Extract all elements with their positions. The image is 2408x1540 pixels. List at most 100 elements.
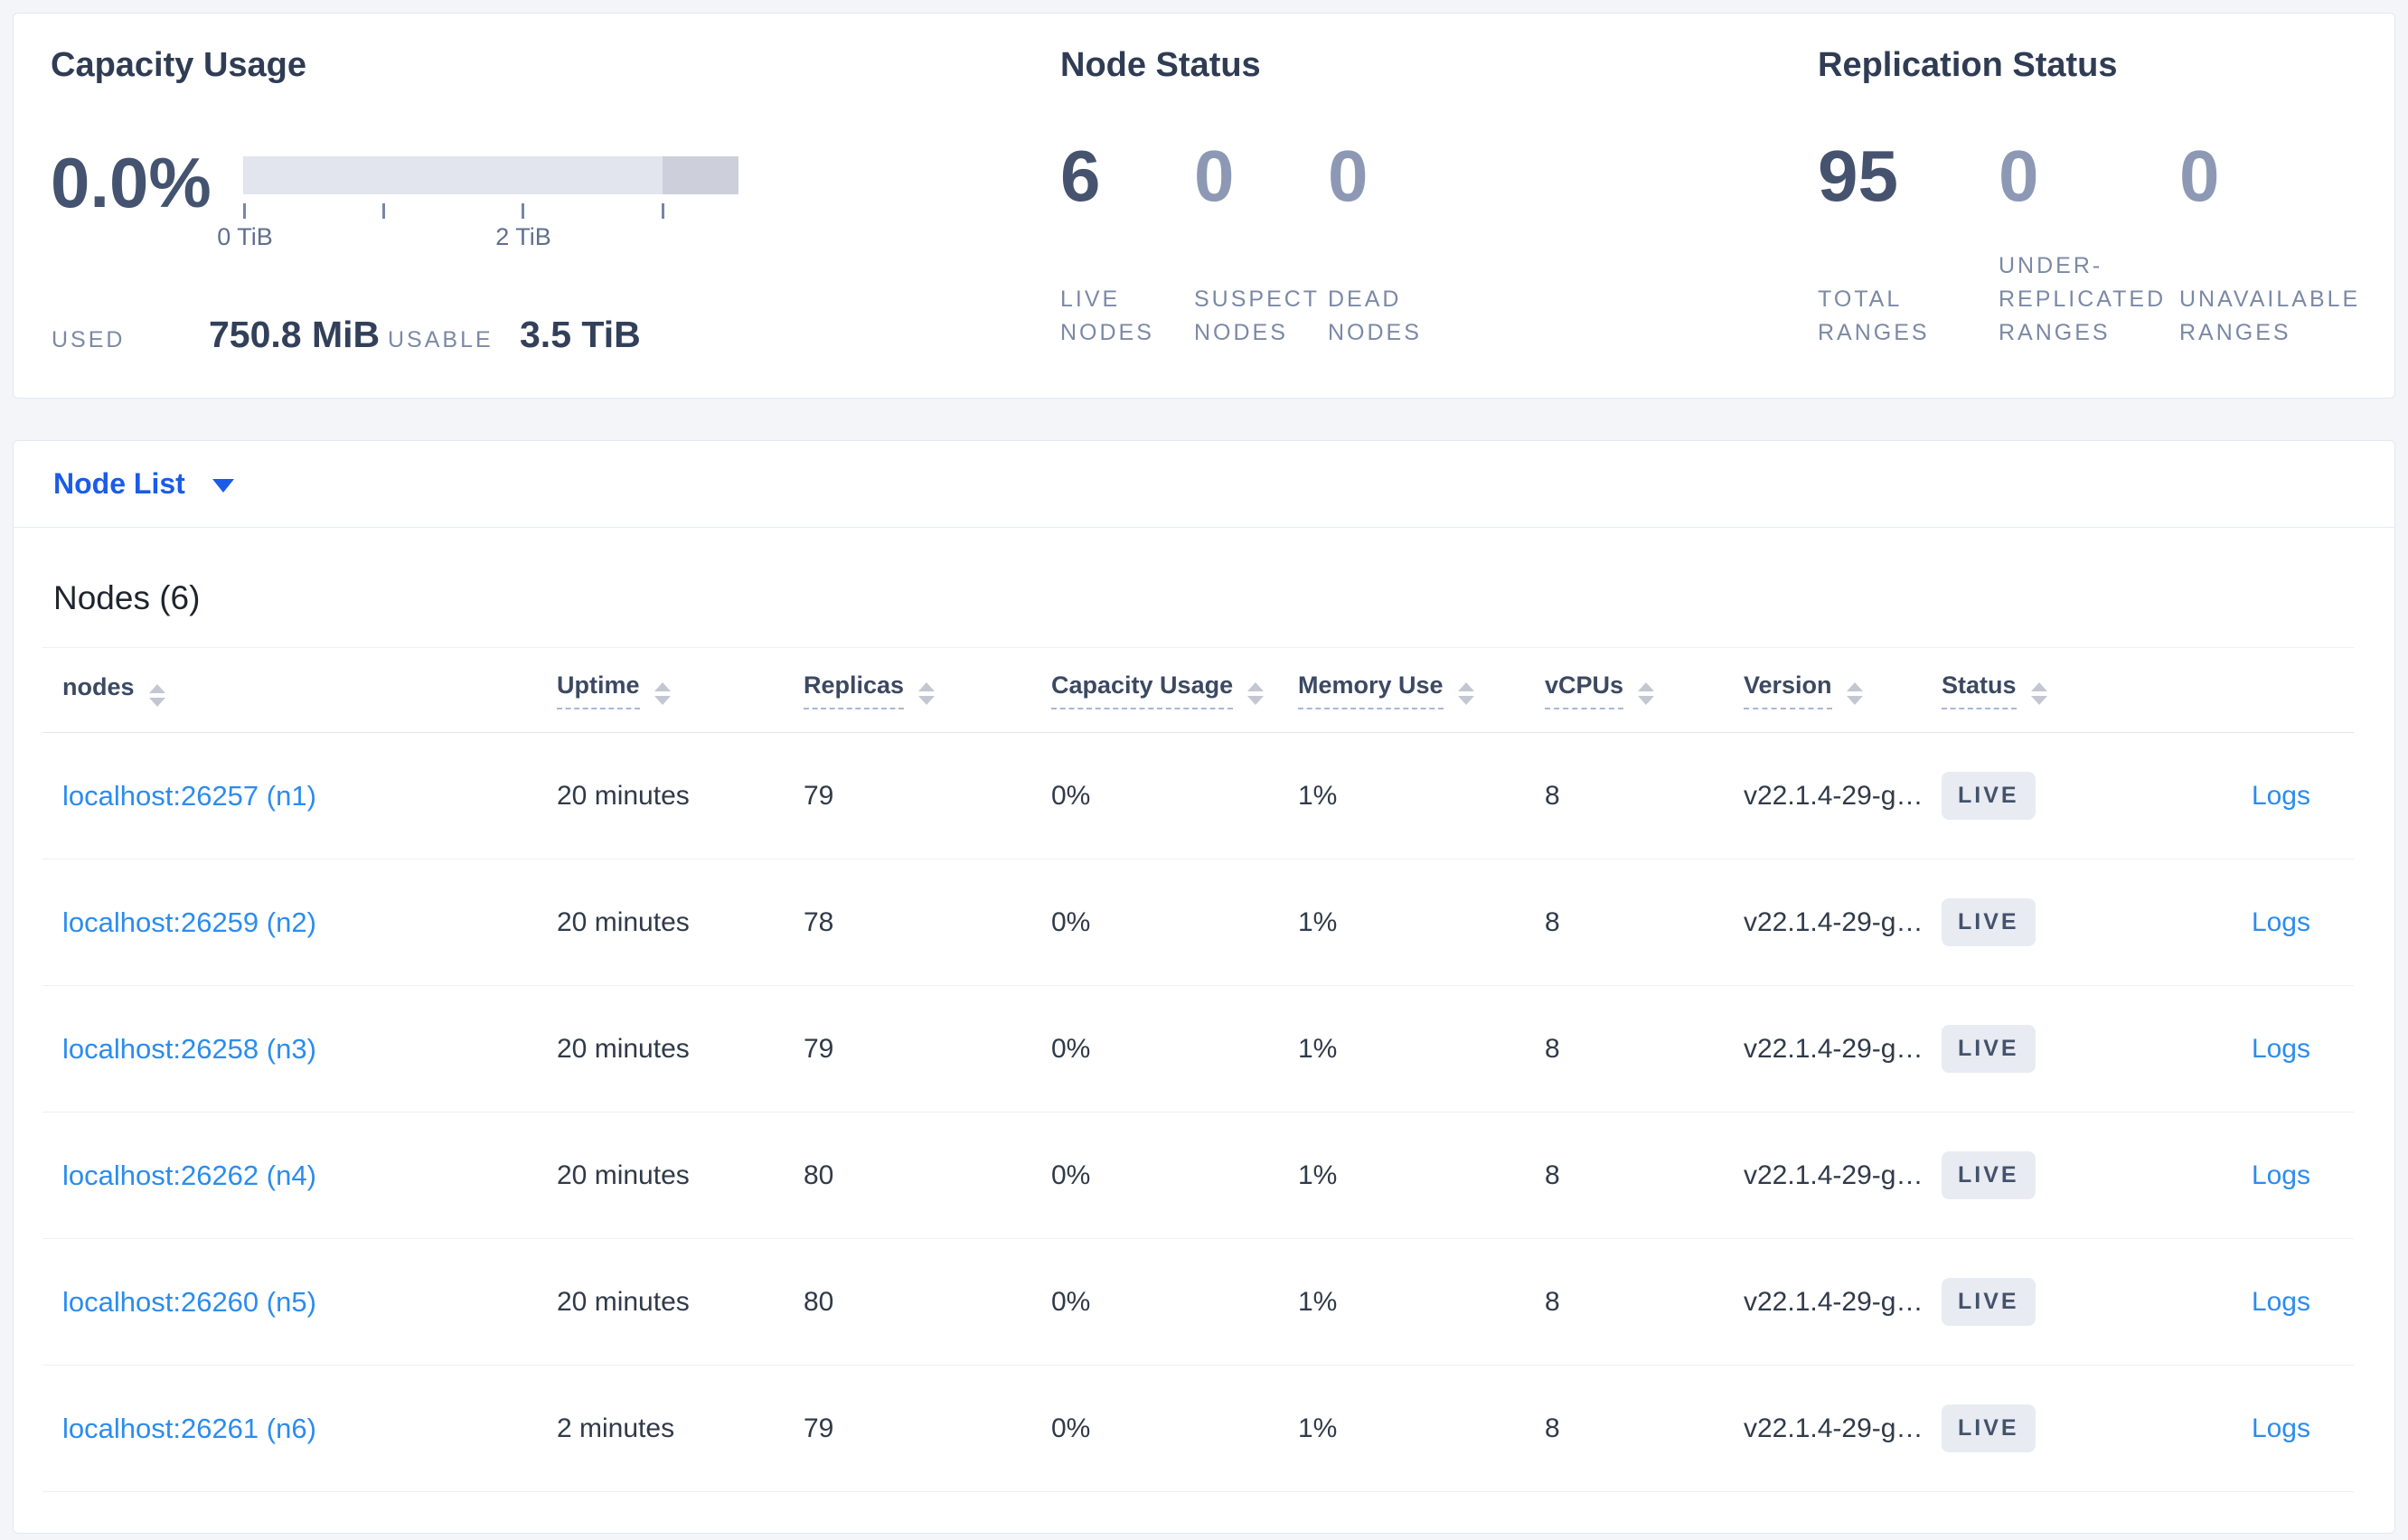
column-header-version[interactable]: Version: [1744, 671, 1942, 709]
axis-tick-label: 2 TiB: [495, 223, 551, 250]
live-nodes-metric: 6 LIVE NODES: [1060, 140, 1194, 350]
replicas-cell: 80: [804, 1286, 834, 1317]
node-link[interactable]: localhost:26260 (n5): [62, 1285, 316, 1318]
suspect-nodes-value: 0: [1194, 136, 1235, 216]
replicas-cell: 79: [804, 1413, 834, 1443]
capacity-usage-cell: 0%: [1051, 1033, 1091, 1064]
unavailable-ranges-metric: 0 UNAVAILABLE RANGES: [2179, 140, 2360, 350]
nodes-table-header: nodes Uptime Replicas Capacity Usage Mem…: [42, 648, 2354, 733]
nodes-count-heading: Nodes (6): [53, 579, 201, 616]
table-row: localhost:26257 (n1) 20 minutes 79 0% 1%…: [42, 733, 2354, 859]
axis-tick-label: 0 TiB: [217, 223, 273, 250]
capacity-usage-cell: 0%: [1051, 1286, 1091, 1317]
axis-tick: [522, 203, 524, 219]
vcpus-cell: 8: [1545, 1286, 1560, 1317]
memory-use-cell: 1%: [1298, 1160, 1338, 1190]
node-status-card: Node Status 6 LIVE NODES 0 SUSPECT NODES…: [1060, 14, 1765, 398]
memory-use-cell: 1%: [1298, 1033, 1338, 1064]
uptime-cell: 20 minutes: [557, 780, 690, 811]
capacity-bar: [243, 156, 738, 194]
column-header-capacity-usage[interactable]: Capacity Usage: [1051, 671, 1298, 709]
node-list-dropdown-label: Node List: [53, 467, 185, 500]
replicas-cell: 79: [804, 780, 834, 811]
capacity-used-usable-row: USED 750.8 MiB USABLE 3.5 TiB: [52, 314, 641, 356]
node-list-dropdown[interactable]: Node List: [14, 441, 2394, 528]
sort-arrows-icon: [918, 681, 936, 705]
node-list-panel: Node List Nodes (6) nodes Uptime Replica…: [13, 440, 2395, 1534]
usable-value: 3.5 TiB: [520, 314, 641, 355]
column-header-memory-use[interactable]: Memory Use: [1298, 671, 1545, 709]
vcpus-cell: 8: [1545, 1160, 1560, 1190]
status-cell: LIVE: [1942, 772, 2195, 820]
logs-link[interactable]: Logs: [2251, 1160, 2310, 1190]
axis-tick: [382, 203, 385, 219]
chevron-down-icon: [212, 479, 234, 493]
capacity-usage-card: Capacity Usage 0.0% 0 TiB 2 TiB USED 750…: [51, 14, 1027, 398]
uptime-cell: 20 minutes: [557, 1286, 690, 1317]
uptime-cell: 20 minutes: [557, 1160, 690, 1190]
under-replicated-ranges-value: 0: [1999, 136, 2039, 216]
logs-cell: Logs: [2195, 781, 2354, 812]
sort-arrows-icon: [1457, 681, 1474, 705]
capacity-usage-cell: 0%: [1051, 1160, 1091, 1190]
vcpus-cell: 8: [1545, 906, 1560, 937]
logs-link[interactable]: Logs: [2251, 1286, 2310, 1317]
table-row: localhost:26258 (n3) 20 minutes 79 0% 1%…: [42, 986, 2354, 1113]
used-value: 750.8 MiB: [209, 314, 381, 355]
column-header-replicas[interactable]: Replicas: [804, 671, 1051, 709]
logs-link[interactable]: Logs: [2251, 1033, 2310, 1064]
status-badge: LIVE: [1942, 1151, 2036, 1199]
capacity-bar-reserved-segment: [663, 156, 738, 194]
status-cell: LIVE: [1942, 898, 2195, 946]
table-row: localhost:26261 (n6) 2 minutes 79 0% 1% …: [42, 1366, 2354, 1492]
status-cell: LIVE: [1942, 1025, 2195, 1073]
column-header-uptime[interactable]: Uptime: [557, 671, 804, 709]
column-header-label: vCPUs: [1545, 671, 1624, 709]
dead-nodes-label: DEAD NODES: [1328, 286, 1422, 345]
live-nodes-label: LIVE NODES: [1060, 286, 1154, 345]
node-link[interactable]: localhost:26257 (n1): [62, 779, 316, 812]
logs-link[interactable]: Logs: [2251, 1413, 2310, 1443]
logs-cell: Logs: [2195, 1287, 2354, 1318]
under-replicated-ranges-label: UNDER-REPLICATED RANGES: [1999, 253, 2167, 345]
suspect-nodes-metric: 0 SUSPECT NODES: [1194, 140, 1328, 350]
node-cell: localhost:26261 (n6): [42, 1413, 557, 1445]
used-label: USED: [52, 327, 126, 352]
table-row: localhost:26259 (n2) 20 minutes 78 0% 1%…: [42, 859, 2354, 986]
status-cell: LIVE: [1942, 1278, 2195, 1326]
memory-use-cell: 1%: [1298, 1286, 1338, 1317]
column-header-vcpus[interactable]: vCPUs: [1545, 671, 1744, 709]
logs-cell: Logs: [2195, 1034, 2354, 1065]
node-status-metrics: 6 LIVE NODES 0 SUSPECT NODES 0 DEAD NODE…: [1060, 140, 1462, 350]
node-link[interactable]: localhost:26261 (n6): [62, 1412, 316, 1444]
version-cell: v22.1.4-29-g…: [1744, 1160, 1924, 1190]
column-header-nodes[interactable]: nodes: [42, 673, 557, 707]
under-replicated-ranges-metric: 0 UNDER-REPLICATED RANGES: [1999, 140, 2179, 350]
node-cell: localhost:26257 (n1): [42, 780, 557, 812]
sort-arrows-icon: [1638, 681, 1655, 705]
node-link[interactable]: localhost:26258 (n3): [62, 1032, 316, 1065]
version-cell: v22.1.4-29-g…: [1744, 780, 1924, 811]
status-badge: LIVE: [1942, 898, 2036, 946]
status-badge: LIVE: [1942, 772, 2036, 820]
version-cell: v22.1.4-29-g…: [1744, 906, 1924, 937]
usable-label: USABLE: [388, 327, 494, 352]
node-link[interactable]: localhost:26262 (n4): [62, 1159, 316, 1191]
node-link[interactable]: localhost:26259 (n2): [62, 906, 316, 938]
column-header-label: Version: [1744, 671, 1832, 709]
unavailable-ranges-value: 0: [2179, 136, 2220, 216]
logs-cell: Logs: [2195, 1413, 2354, 1444]
replicas-cell: 80: [804, 1160, 834, 1190]
column-header-label: Status: [1942, 671, 2017, 709]
column-header-status[interactable]: Status: [1942, 671, 2195, 709]
status-badge: LIVE: [1942, 1278, 2036, 1326]
sort-arrows-icon: [2030, 681, 2047, 705]
uptime-cell: 2 minutes: [557, 1413, 675, 1443]
vcpus-cell: 8: [1545, 1033, 1560, 1064]
memory-use-cell: 1%: [1298, 1413, 1338, 1443]
cluster-summary-panel: Capacity Usage 0.0% 0 TiB 2 TiB USED 750…: [13, 13, 2395, 399]
logs-link[interactable]: Logs: [2251, 780, 2310, 811]
total-ranges-label: TOTAL RANGES: [1818, 286, 1930, 345]
total-ranges-value: 95: [1818, 136, 1898, 216]
logs-link[interactable]: Logs: [2251, 906, 2310, 937]
